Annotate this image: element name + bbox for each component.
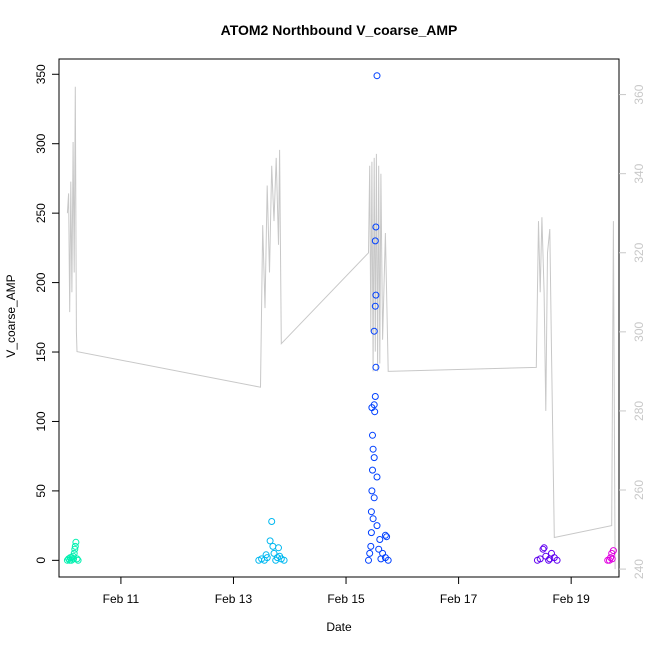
data-point	[605, 556, 613, 564]
data-point	[370, 494, 378, 502]
data-point	[365, 556, 372, 564]
y-tick-label: 150	[34, 342, 48, 362]
data-point	[370, 401, 378, 409]
data-point	[375, 545, 383, 553]
data-point	[376, 536, 384, 543]
data-point	[546, 555, 554, 563]
y-tick-label: 0	[34, 557, 48, 564]
x-tick-label: Feb 13	[215, 592, 253, 606]
data-point	[270, 549, 278, 557]
data-point	[262, 551, 270, 559]
data-point	[372, 223, 380, 231]
data-point	[269, 542, 277, 550]
data-point	[536, 555, 544, 563]
trend-line	[66, 86, 616, 570]
y2-tick-label: 240	[632, 559, 646, 579]
data-point	[71, 542, 79, 550]
x-axis: Feb 11 Feb 13 Feb 15 Feb 17 Feb 19	[103, 577, 590, 606]
data-point	[377, 555, 385, 563]
chart-title: ATOM2 Northbound V_coarse_AMP	[221, 22, 458, 38]
series-2	[365, 72, 392, 564]
data-point	[372, 363, 380, 371]
data-point	[71, 545, 79, 553]
data-point	[367, 529, 375, 537]
data-point	[275, 544, 282, 552]
y2-tick-label: 320	[632, 242, 646, 262]
data-point	[370, 454, 378, 462]
plot-frame	[58, 58, 620, 578]
data-point	[609, 547, 617, 555]
data-point	[372, 291, 380, 299]
data-point	[273, 554, 281, 562]
y-tick-label: 250	[34, 203, 48, 223]
data-point	[369, 431, 376, 439]
y-axis-label: V_coarse_AMP	[4, 274, 18, 357]
data-point	[553, 556, 561, 564]
data-point	[373, 72, 381, 80]
points-layer	[63, 72, 617, 564]
data-point	[367, 542, 375, 550]
x-tick-label: Feb 19	[552, 592, 590, 606]
data-point	[540, 544, 548, 552]
data-point	[369, 515, 377, 523]
data-point	[539, 545, 547, 553]
data-point	[381, 554, 389, 562]
data-point	[280, 556, 288, 564]
data-point	[371, 408, 379, 416]
series-3	[533, 544, 561, 564]
y-tick-label: 200	[34, 272, 48, 292]
y2-tick-label: 300	[632, 322, 646, 342]
x-tick-label: Feb 11	[103, 592, 140, 606]
data-point	[74, 556, 82, 564]
data-point	[373, 473, 381, 481]
data-point	[371, 393, 379, 400]
data-point	[545, 556, 553, 564]
data-point	[371, 237, 379, 245]
data-point	[66, 556, 74, 564]
y2-tick-label: 260	[632, 480, 646, 500]
data-point	[73, 555, 81, 563]
data-point	[369, 466, 376, 474]
x-tick-label: Feb 17	[440, 592, 478, 606]
y2-tick-label: 360	[632, 84, 646, 104]
data-point	[369, 445, 377, 453]
x-tick-label: Feb 15	[327, 592, 365, 606]
data-point	[70, 555, 78, 563]
y2-tick-label: 340	[632, 163, 646, 183]
series-1	[255, 518, 288, 564]
y2-axis: 240 260 280 300 320 340 360	[619, 84, 646, 579]
data-point	[371, 302, 379, 310]
data-point	[370, 327, 378, 335]
data-point	[368, 487, 376, 495]
series-0	[63, 538, 82, 564]
data-point	[383, 533, 391, 541]
line-layer	[66, 86, 616, 570]
y-axis: 0 50 100 150 200 250 300 350	[34, 64, 59, 564]
data-point	[268, 518, 276, 525]
data-point	[367, 508, 375, 516]
y-tick-label: 50	[34, 484, 48, 498]
x-axis-label: Date	[326, 620, 352, 634]
y2-tick-label: 280	[632, 401, 646, 421]
y-tick-label: 300	[34, 133, 48, 153]
y-tick-label: 100	[34, 411, 48, 431]
series-4	[604, 547, 617, 564]
data-point	[373, 522, 381, 530]
data-point	[366, 549, 374, 557]
data-point	[381, 531, 389, 539]
data-point	[72, 538, 80, 546]
data-point	[266, 537, 274, 545]
y-tick-label: 350	[34, 64, 48, 84]
